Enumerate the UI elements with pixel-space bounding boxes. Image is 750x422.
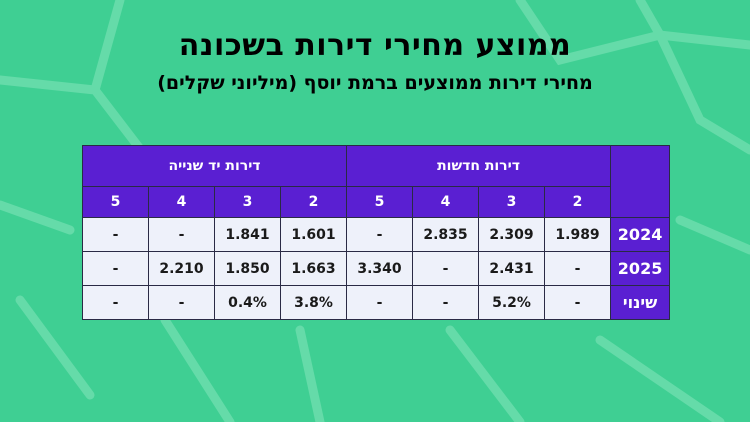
table-cell: - [148,285,215,320]
table-cell: - [346,217,414,252]
table-cell: - [544,285,612,320]
rooms-header: 5 [82,186,149,218]
prices-table: דירות יד שנייה דירות חדשות 5 4 3 2 5 4 3… [81,145,671,320]
table-cell: 1.850 [214,251,281,286]
table-cell: 2.835 [412,217,480,252]
rooms-header: 5 [346,186,414,218]
group-header-new: דירות חדשות [346,145,612,187]
rooms-header: 2 [544,186,612,218]
rooms-header: 4 [148,186,215,218]
rooms-header: 2 [279,186,348,218]
row-label: שינוי [610,285,671,320]
table-cell: 5.2% [478,285,546,320]
table-cell: 2.210 [148,251,215,286]
row-label: 2025 [610,251,671,286]
group-header-used: דירות יד שנייה [81,145,348,187]
rooms-header: 3 [478,186,546,218]
table-cell: - [148,217,215,252]
row-label: 2024 [610,217,671,252]
table-cell: 3.8% [279,285,348,320]
rooms-header: 3 [214,186,281,218]
table-cell: 3.340 [346,251,414,286]
table-cell: 0.4% [214,285,281,320]
table-row: - - 0.4% 3.8% - - 5.2% - שינוי [82,285,671,320]
table-cell: - [544,251,612,286]
table-cell: 1.601 [279,217,348,252]
table-cell: 1.663 [279,251,348,286]
table-cell: 1.989 [544,217,612,252]
table-row: - - 1.841 1.601 - 2.835 2.309 1.989 2024 [82,217,671,252]
table-cell: - [346,285,414,320]
table-cell: - [82,217,149,252]
table-corner [610,145,671,218]
table-cell: 2.309 [478,217,546,252]
page-subtitle: מחירי דירות ממוצעים ברמת יוסף (מיליוני ש… [157,72,593,94]
page-title: ממוצע מחירי דירות בשכונה [178,28,572,63]
table-cell: - [412,285,480,320]
table-cell: - [82,285,149,320]
table-cell: 2.431 [478,251,546,286]
rooms-header: 4 [412,186,480,218]
table-cell: - [82,251,149,286]
table-cell: 1.841 [214,217,281,252]
table-row: - 2.210 1.850 1.663 3.340 - 2.431 - 2025 [82,251,671,286]
table-cell: - [412,251,480,286]
